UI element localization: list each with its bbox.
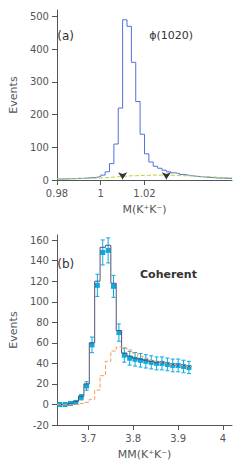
svg-text:40: 40 [36,358,49,369]
svg-text:0: 0 [43,175,49,186]
svg-text:100: 100 [30,142,49,153]
svg-text:0.98: 0.98 [46,188,68,199]
svg-text:500: 500 [30,11,49,22]
svg-text:4: 4 [220,433,226,444]
svg-text:-20: -20 [33,420,49,431]
svg-text:1.02: 1.02 [133,188,155,199]
svg-text:0: 0 [43,399,49,410]
svg-text:100: 100 [30,296,49,307]
svg-text:(a): (a) [57,29,74,43]
svg-text:Coherent: Coherent [140,268,197,281]
svg-text:3.7: 3.7 [80,433,96,444]
svg-text:80: 80 [36,317,49,328]
svg-text:Events: Events [7,76,20,114]
svg-text:(b): (b) [57,257,74,271]
svg-text:140: 140 [30,255,49,266]
svg-text:120: 120 [30,276,49,287]
svg-text:300: 300 [30,76,49,87]
svg-text:MM(K⁺K⁻): MM(K⁺K⁻) [118,448,172,461]
svg-text:200: 200 [30,109,49,120]
svg-text:M(K⁺K⁻): M(K⁺K⁻) [122,203,166,216]
svg-text:1: 1 [98,188,104,199]
svg-text:400: 400 [30,44,49,55]
svg-text:ϕ(1020): ϕ(1020) [149,29,193,42]
svg-text:3.8: 3.8 [125,433,141,444]
svg-text:Events: Events [7,311,20,349]
svg-text:60: 60 [36,337,49,348]
svg-text:20: 20 [36,378,49,389]
svg-text:160: 160 [30,235,49,246]
svg-text:3.9: 3.9 [170,433,186,444]
